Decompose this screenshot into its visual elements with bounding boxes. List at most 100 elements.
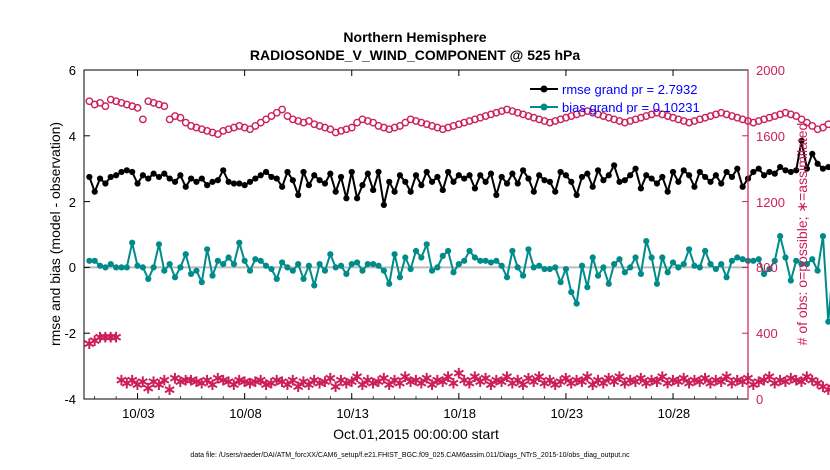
bias-point (407, 265, 414, 273)
bias-point (246, 267, 254, 274)
bias-point (375, 262, 382, 269)
legend-entry-bias: bias grand pr = 0.10231 (562, 100, 700, 115)
bias-point (273, 275, 280, 283)
rmse-point (370, 186, 377, 194)
y-axis-left-ticklabels: 6 4 2 0 -2 -4 (64, 63, 76, 407)
rmse-point (723, 168, 730, 176)
y-tick-label: 6 (69, 63, 76, 78)
rmse-point (766, 168, 773, 176)
rmse-point (509, 170, 516, 177)
rmse-point (412, 172, 420, 179)
rmse-point (600, 177, 607, 184)
rmse-point (380, 201, 387, 208)
rmse-point (418, 182, 425, 189)
y-right-tick-label: 2000 (756, 63, 785, 78)
rmse-point (455, 172, 462, 179)
bias-point (819, 233, 827, 240)
bias-point (236, 239, 243, 246)
obs-assimilated-point: ∗ (157, 370, 171, 390)
rmse-point (107, 173, 114, 181)
bias-point (327, 251, 334, 258)
y-tick-label: 2 (69, 195, 76, 210)
rmse-point (503, 180, 511, 187)
rmse-point (123, 167, 130, 174)
obs-assimilated-point: ∗ (650, 372, 664, 392)
bias-point (289, 267, 296, 274)
obs-assimilated-point: ∗ (810, 374, 824, 394)
bias-point (428, 267, 436, 274)
obs-assimilated-point: ∗ (548, 375, 562, 395)
obs-assimilated-point: ∗ (425, 375, 439, 395)
y-axis-right-ticklabels: 2000 1600 1200 800 400 0 (756, 63, 785, 407)
rmse-point (632, 165, 639, 172)
bias-point (461, 257, 468, 264)
rmse-point (787, 168, 794, 176)
obs-assimilated-point: ∗ (789, 370, 803, 390)
rmse-point (375, 168, 382, 176)
bias-point (434, 264, 441, 271)
obs-assimilated-point: ∗ (200, 370, 214, 390)
obs-assimilated-point: ∗ (794, 372, 808, 392)
obs-assimilated-point: ∗ (205, 375, 219, 395)
bias-point (493, 257, 500, 264)
rmse-point (252, 175, 259, 182)
bias-point (102, 264, 109, 271)
obs-assimilated-point: ∗ (543, 370, 557, 390)
rmse-point (487, 170, 495, 177)
axis-ticks (84, 69, 748, 400)
bias-point (632, 254, 639, 261)
obs-assimilated-point: ∗ (270, 370, 284, 390)
bias-point (187, 270, 195, 278)
bias-point (445, 247, 452, 255)
obs-assimilated-point: ∗ (446, 374, 460, 394)
bias-point (370, 261, 377, 268)
y-right-tick-label: 0 (756, 392, 763, 407)
rmse-point (777, 163, 784, 171)
obs-assimilated-point: ∗ (511, 370, 525, 390)
bias-point (685, 246, 693, 253)
rmse-point (279, 183, 286, 190)
obs-assimilated-point: ∗ (312, 374, 326, 394)
obs-assimilated-point: ∗ (216, 370, 230, 390)
obs-assimilated-point: ∗ (698, 369, 712, 389)
obs-assimilated-point: ∗ (762, 367, 776, 387)
obs-assimilated-point: ∗ (462, 374, 476, 394)
x-tick-label: 10/28 (658, 406, 691, 421)
chart-subtitle: RADIOSONDE_V_WIND_COMPONENT @ 525 hPa (250, 47, 580, 63)
rmse-point (321, 180, 329, 187)
obs-assimilated-point: ∗ (805, 370, 819, 390)
obs-assimilated-point: ∗ (82, 334, 96, 354)
obs-assimilated-point: ∗ (302, 375, 316, 395)
obs-assimilated-point: ∗ (307, 370, 321, 390)
rmse-point (819, 165, 827, 172)
obs-assimilated-point: ∗ (409, 370, 423, 390)
obs-assimilated-point: ∗ (334, 370, 348, 390)
rmse-point (707, 178, 714, 185)
rmse-point (728, 173, 736, 181)
obs-assimilated-point: ∗ (516, 375, 530, 395)
obs-assimilated-point: ∗ (553, 372, 567, 392)
rmse-point (653, 180, 661, 187)
obs-assimilated-point: ∗ (173, 372, 187, 392)
rmse-point (102, 180, 109, 187)
bias-point (204, 246, 211, 253)
rmse-point (718, 180, 725, 187)
obs-possible-point (803, 118, 811, 127)
obs-assimilated-point: ∗ (575, 372, 589, 392)
obs-assimilated-point: ∗ (644, 370, 658, 390)
obs-assimilated-point: ∗ (361, 370, 375, 390)
bias-point (466, 247, 473, 255)
obs-assimilated-point: ∗ (88, 331, 102, 351)
obs-assimilated-point: ∗ (227, 375, 241, 395)
rmse-point (782, 167, 789, 174)
rmse-point (712, 172, 719, 179)
obs-assimilated-point: ∗ (655, 367, 669, 387)
bias-point (793, 257, 800, 264)
bias-point (305, 262, 313, 269)
obs-assimilated-point: ∗ (537, 374, 551, 394)
obs-assimilated-point: ∗ (404, 372, 418, 392)
rmse-point (498, 173, 505, 181)
rmse-point (803, 165, 811, 172)
bias-point (311, 282, 318, 289)
